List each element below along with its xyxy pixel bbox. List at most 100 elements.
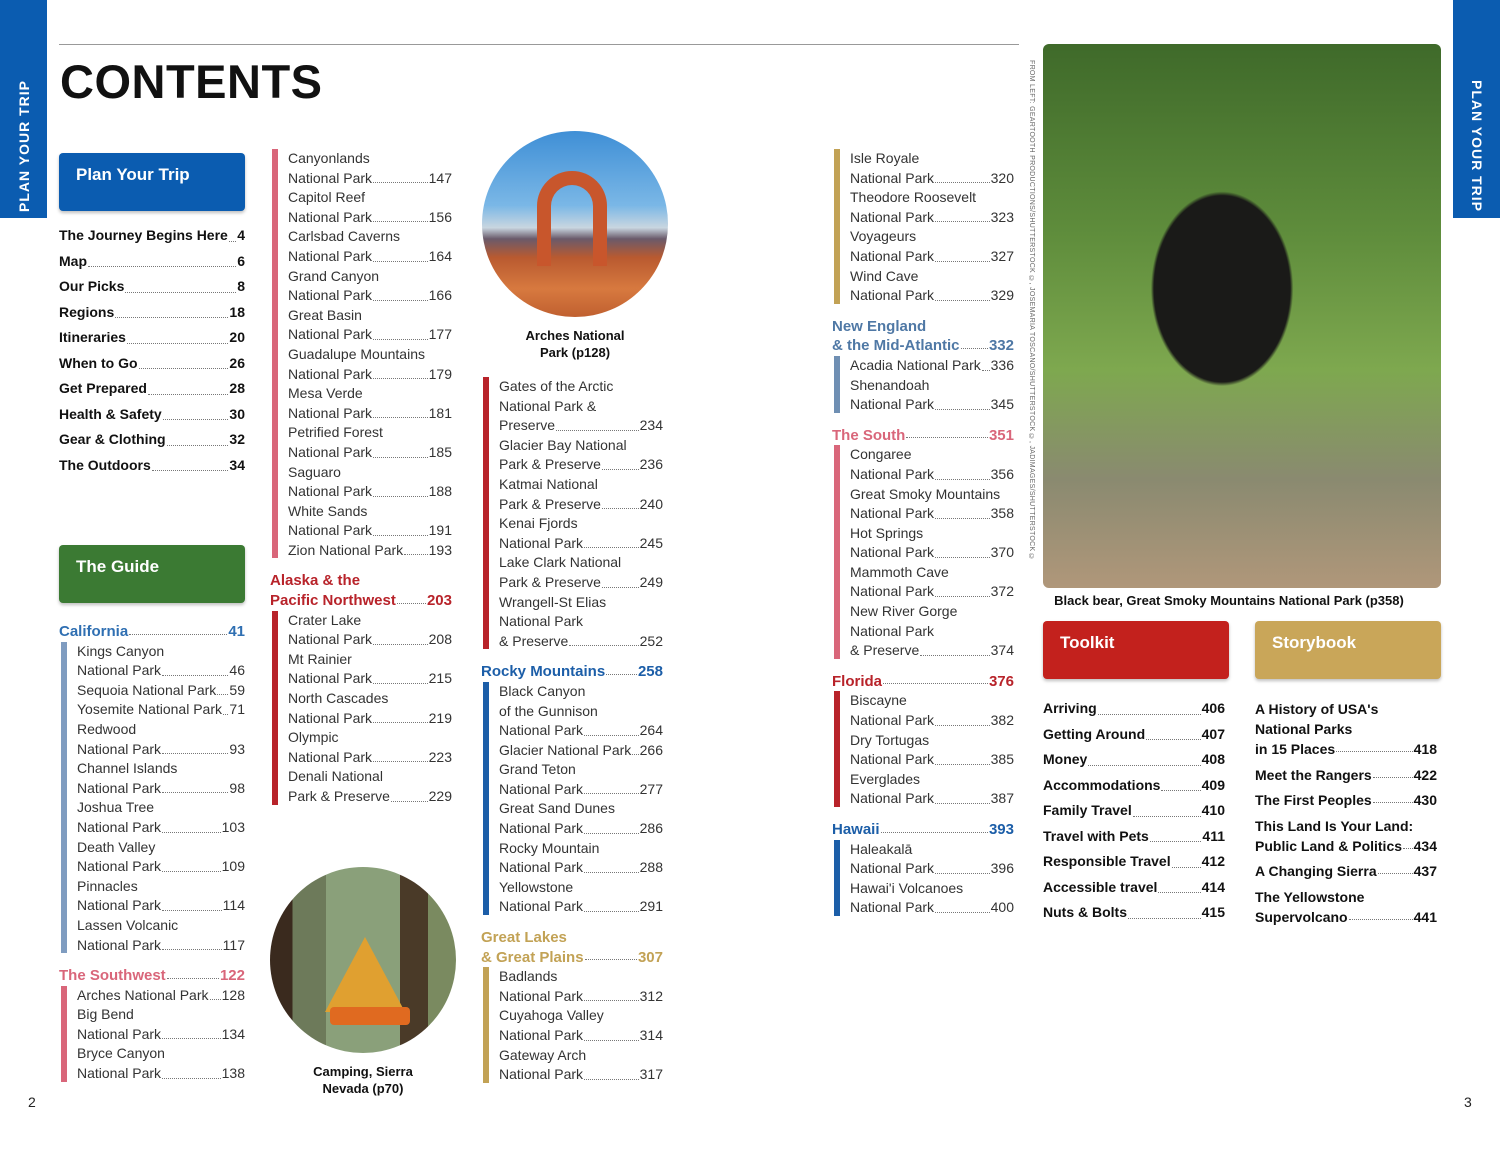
region-heading[interactable]: Pacific Northwest 203	[270, 591, 452, 611]
park-entry[interactable]: Katmai National Park & Preserve 240	[499, 475, 663, 514]
park-entry[interactable]: Mt Rainier National Park 215	[288, 650, 452, 689]
park-entry[interactable]: Death Valley National Park 109	[77, 838, 245, 877]
toc-entry[interactable]: Money 408	[1043, 747, 1225, 773]
region-heading[interactable]: The Southwest 122	[59, 966, 245, 986]
park-entry[interactable]: Yosemite National Park 71	[77, 700, 245, 720]
park-entry[interactable]: Denali National Park & Preserve 229	[288, 767, 452, 806]
toc-entry[interactable]: Health & Safety 30	[59, 402, 245, 428]
region-heading[interactable]: New England	[832, 317, 927, 335]
toc-entry[interactable]: Itineraries 20	[59, 325, 245, 351]
toc-entry[interactable]: Get Prepared 28	[59, 376, 245, 402]
toc-entry[interactable]: Regions 18	[59, 300, 245, 326]
region-heading[interactable]: Hawaii 393	[832, 820, 1014, 840]
park-entry[interactable]: Badlands National Park 312	[499, 967, 663, 1006]
toc-entry[interactable]: When to Go 26	[59, 351, 245, 377]
park-entry[interactable]: Rocky Mountain National Park 288	[499, 839, 663, 878]
park-entry[interactable]: Arches National Park 128	[77, 986, 245, 1006]
park-entry[interactable]: Gateway Arch National Park 317	[499, 1046, 663, 1085]
park-entry[interactable]: Mammoth Cave National Park 372	[850, 563, 1014, 602]
toc-entry[interactable]: Responsible Travel 412	[1043, 849, 1225, 875]
park-entry[interactable]: Yellowstone National Park 291	[499, 878, 663, 917]
entry-title: National Park	[288, 443, 373, 460]
park-entry[interactable]: Lassen Volcanic National Park 117	[77, 916, 245, 955]
park-entry[interactable]: Cuyahoga Valley National Park 314	[499, 1006, 663, 1045]
park-entry[interactable]: Zion National Park 193	[288, 541, 452, 561]
park-entry[interactable]: Theodore Roosevelt National Park 323	[850, 188, 1014, 227]
toc-entry[interactable]: Getting Around 407	[1043, 722, 1225, 748]
park-entry[interactable]: Sequoia National Park 59	[77, 681, 245, 701]
park-entry[interactable]: New River Gorge National Park & Preserve 37…	[850, 602, 1014, 661]
park-entry[interactable]: Voyageurs National Park 327	[850, 227, 1014, 266]
toc-entry[interactable]: Our Picks 8	[59, 274, 245, 300]
park-entry[interactable]: Haleakalā National Park 396	[850, 840, 1014, 879]
entry-page: 320	[990, 169, 1014, 186]
toc-entry[interactable]: Family Travel 410	[1043, 798, 1225, 824]
region-heading[interactable]: Great Lakes	[481, 929, 567, 947]
toc-entry[interactable]: Nuts & Bolts 415	[1043, 900, 1225, 926]
park-entry[interactable]: Mesa Verde National Park 181	[288, 384, 452, 423]
park-entry[interactable]: Hot Springs National Park 370	[850, 524, 1014, 563]
park-entry[interactable]: Biscayne National Park 382	[850, 691, 1014, 730]
park-entry[interactable]: Olympic National Park 223	[288, 728, 452, 767]
region-heading[interactable]: Florida 376	[832, 672, 1014, 692]
region-heading[interactable]: & Great Plains 307	[481, 948, 663, 968]
park-entry[interactable]: Shenandoah National Park 345	[850, 376, 1014, 415]
park-entry[interactable]: Channel Islands National Park 98	[77, 759, 245, 798]
park-entry[interactable]: Acadia National Park 336	[850, 356, 1014, 376]
leader-dots	[584, 858, 639, 873]
park-entry[interactable]: Canyonlands National Park 147	[288, 149, 452, 188]
park-entry[interactable]: Crater Lake National Park 208	[288, 611, 452, 650]
park-entry[interactable]: Gates of the Arctic National Park & Preser…	[499, 377, 663, 436]
park-entry[interactable]: Great Basin National Park 177	[288, 306, 452, 345]
region-heading[interactable]: California 41	[59, 622, 245, 642]
park-entry[interactable]: Grand Canyon National Park 166	[288, 267, 452, 306]
park-entry[interactable]: Great Smoky Mountains National Park 358	[850, 485, 1014, 524]
park-entry[interactable]: Congaree National Park 356	[850, 445, 1014, 484]
toc-entry[interactable]: Meet the Rangers 422	[1255, 765, 1437, 785]
park-entry[interactable]: Wind Cave National Park 329	[850, 267, 1014, 306]
toc-entry[interactable]: This Land Is Your Land: Public Land & Pol…	[1255, 816, 1437, 856]
toc-entry[interactable]: Map 6	[59, 249, 245, 275]
region-heading[interactable]: Rocky Mountains 258	[481, 662, 663, 682]
park-entry[interactable]: Kings Canyon National Park 46	[77, 642, 245, 681]
region-heading[interactable]: Alaska & the	[270, 572, 361, 590]
toc-entry[interactable]: Arriving 406	[1043, 696, 1225, 722]
toc-entry[interactable]: The Journey Begins Here 4	[59, 223, 245, 249]
park-entry[interactable]: North Cascades National Park 219	[288, 689, 452, 728]
entry-line: Haleakalā	[850, 840, 913, 857]
toc-entry[interactable]: Accommodations 409	[1043, 773, 1225, 799]
toc-entry[interactable]: Travel with Pets 411	[1043, 824, 1225, 850]
park-entry[interactable]: Black Canyon of the Gunnison National Park…	[499, 682, 663, 741]
toc-entry[interactable]: The Yellowstone Supervolcano 441	[1255, 887, 1437, 927]
park-entry[interactable]: Dry Tortugas National Park 385	[850, 731, 1014, 770]
toc-entry[interactable]: The First Peoples 430	[1255, 790, 1437, 810]
park-entry[interactable]: Kenai Fjords National Park 245	[499, 514, 663, 553]
park-entry[interactable]: Petrified Forest National Park 185	[288, 423, 452, 462]
park-entry[interactable]: Grand Teton National Park 277	[499, 760, 663, 799]
toc-entry[interactable]: Accessible travel 414	[1043, 875, 1225, 901]
park-entry[interactable]: Carlsbad Caverns National Park 164	[288, 227, 452, 266]
toc-entry[interactable]: The Outdoors 34	[59, 453, 245, 479]
park-entry[interactable]: Glacier Bay National Park & Preserve 236	[499, 436, 663, 475]
region-heading[interactable]: & the Mid-Atlantic 332	[832, 336, 1014, 356]
park-entry[interactable]: Wrangell-St Elias National Park & Preserve…	[499, 593, 663, 652]
park-entry[interactable]: Joshua Tree National Park 103	[77, 798, 245, 837]
park-entry[interactable]: Bryce Canyon National Park 138	[77, 1044, 245, 1083]
park-entry[interactable]: Capitol Reef National Park 156	[288, 188, 452, 227]
park-entry[interactable]: Glacier National Park 266	[499, 741, 663, 761]
park-entry[interactable]: Pinnacles National Park 114	[77, 877, 245, 916]
toc-entry[interactable]: A History of USA's National Parks in 15 Pl…	[1255, 699, 1437, 759]
park-entry[interactable]: Saguaro National Park 188	[288, 463, 452, 502]
park-entry[interactable]: Great Sand Dunes National Park 286	[499, 799, 663, 838]
park-entry[interactable]: Everglades National Park 387	[850, 770, 1014, 809]
park-entry[interactable]: Isle Royale National Park 320	[850, 149, 1014, 188]
region-heading[interactable]: The South 351	[832, 426, 1014, 446]
park-entry[interactable]: Lake Clark National Park & Preserve 249	[499, 553, 663, 592]
toc-entry[interactable]: A Changing Sierra 437	[1255, 861, 1437, 881]
park-entry[interactable]: Redwood National Park 93	[77, 720, 245, 759]
park-entry[interactable]: Hawai'i Volcanoes National Park 400	[850, 879, 1014, 918]
park-entry[interactable]: White Sands National Park 191	[288, 502, 452, 541]
park-entry[interactable]: Big Bend National Park 134	[77, 1005, 245, 1044]
toc-entry[interactable]: Gear & Clothing 32	[59, 427, 245, 453]
park-entry[interactable]: Guadalupe Mountains National Park 179	[288, 345, 452, 384]
